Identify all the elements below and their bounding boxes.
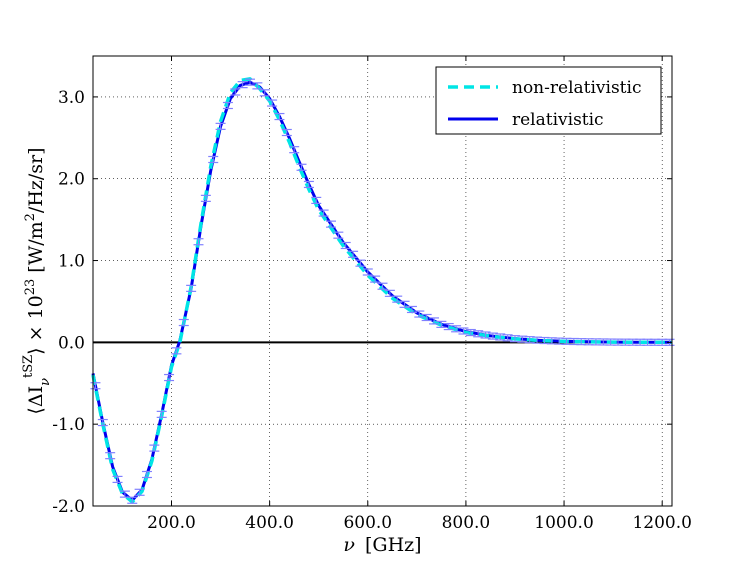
error-bar-point bbox=[208, 155, 219, 164]
y-axis-label-sup: tSZ bbox=[21, 355, 36, 378]
error-bar-point bbox=[281, 128, 292, 137]
error-bar-point bbox=[164, 373, 175, 382]
error-bar-point bbox=[127, 496, 138, 504]
error-bar-point bbox=[473, 330, 484, 338]
series-layer bbox=[91, 77, 673, 504]
y-axis-label-prefix: ⟨ΔI bbox=[25, 386, 47, 415]
legend: non-relativistic relativistic bbox=[435, 66, 662, 135]
legend-box bbox=[435, 66, 662, 135]
error-bar-point bbox=[97, 418, 108, 427]
error-bar-point bbox=[362, 268, 373, 276]
y-axis-label-units: [W/m bbox=[25, 221, 47, 272]
y-tick-label: -2.0 bbox=[52, 497, 85, 517]
error-bar-point bbox=[495, 333, 506, 341]
series-line-non-relativistic bbox=[91, 77, 673, 504]
error-bar-point bbox=[311, 196, 322, 205]
error-bar-point bbox=[215, 122, 226, 130]
error-bar-point bbox=[480, 331, 491, 339]
error-bar-point bbox=[414, 310, 425, 318]
x-axis-unit: [GHz] bbox=[365, 534, 422, 556]
error-bar-point bbox=[458, 327, 469, 335]
y-axis-label-mid: ⟩ × 10 bbox=[25, 295, 47, 355]
y-axis-label: ⟨ΔIνtSZ⟩ × 1023 [W/m2/Hz/sr] bbox=[21, 147, 53, 414]
y-axis-label-exp: 23 bbox=[23, 279, 38, 296]
error-bar-point bbox=[406, 305, 417, 314]
error-bar-point bbox=[370, 275, 381, 283]
error-bar-point bbox=[245, 78, 256, 86]
error-bar-point bbox=[348, 250, 359, 258]
y-tick-label: 1.0 bbox=[58, 252, 85, 272]
error-bar-point bbox=[274, 112, 285, 121]
error-bar-point bbox=[112, 475, 123, 484]
error-bar-point bbox=[222, 101, 233, 110]
error-bar-point bbox=[333, 231, 344, 239]
errorbar-layer bbox=[90, 78, 675, 504]
error-bar-point bbox=[296, 163, 307, 171]
error-bar-point bbox=[105, 452, 116, 460]
x-tick-label: 200.0 bbox=[147, 513, 196, 533]
error-bar-point bbox=[318, 209, 329, 217]
error-bar-point bbox=[451, 325, 462, 333]
error-bar-point bbox=[149, 444, 160, 452]
y-tick-label: 3.0 bbox=[58, 88, 85, 108]
x-tick-label: 1000.0 bbox=[534, 513, 593, 533]
error-bar-point bbox=[399, 300, 410, 308]
x-tick-label: 600.0 bbox=[343, 513, 392, 533]
error-bar-point bbox=[502, 334, 513, 342]
error-bar-point bbox=[289, 146, 300, 154]
error-bar-point bbox=[303, 180, 314, 189]
error-bar-point bbox=[325, 220, 336, 228]
error-bar-point bbox=[487, 332, 498, 340]
error-bar-point bbox=[141, 470, 152, 479]
error-bar-point bbox=[377, 282, 388, 290]
error-bar-point bbox=[355, 259, 366, 267]
legend-label-relativistic: relativistic bbox=[512, 110, 604, 130]
x-tick-label: 1200.0 bbox=[632, 513, 691, 533]
x-axis-symbol: ν bbox=[343, 534, 355, 556]
error-bar-point bbox=[186, 284, 197, 292]
y-tick-label: 0.0 bbox=[58, 333, 85, 353]
error-bar-point bbox=[340, 241, 351, 250]
error-bar-point bbox=[171, 347, 182, 355]
error-bar-point bbox=[259, 89, 270, 97]
y-axis-label-units-end: /Hz/sr] bbox=[25, 147, 47, 213]
error-bar-point bbox=[193, 238, 204, 246]
error-bar-point bbox=[443, 322, 454, 331]
error-bar-point bbox=[200, 194, 211, 202]
error-bar-point bbox=[230, 88, 241, 96]
error-bar-point bbox=[392, 295, 403, 303]
x-axis-label: ν [GHz] bbox=[343, 534, 421, 556]
error-bar-point bbox=[134, 488, 145, 496]
error-bar-point bbox=[252, 82, 263, 90]
x-tick-label: 400.0 bbox=[245, 513, 294, 533]
error-bar-point bbox=[237, 81, 248, 89]
error-bar-point bbox=[267, 99, 278, 107]
plot-frame bbox=[92, 55, 673, 507]
y-tick-label: 2.0 bbox=[58, 170, 85, 190]
x-tick-label: 800.0 bbox=[442, 513, 491, 533]
error-bar-point bbox=[436, 320, 447, 328]
error-bar-point bbox=[178, 318, 189, 327]
y-axis-label-sub: ν bbox=[38, 378, 53, 386]
ticks-layer: 200.0 400.0 600.0 800.0 1000.0 1200.0 -2.0 -1.0… bbox=[52, 56, 692, 533]
error-bar-point bbox=[465, 328, 476, 337]
error-bar-point bbox=[156, 410, 167, 418]
legend-label-non-relativistic: non-relativistic bbox=[512, 78, 641, 98]
error-bar-point bbox=[421, 313, 432, 322]
y-tick-label: -1.0 bbox=[52, 415, 85, 435]
y-axis-label-units-exp: 2 bbox=[23, 213, 38, 221]
error-bar-point bbox=[90, 382, 101, 390]
error-bar-point bbox=[429, 317, 440, 325]
